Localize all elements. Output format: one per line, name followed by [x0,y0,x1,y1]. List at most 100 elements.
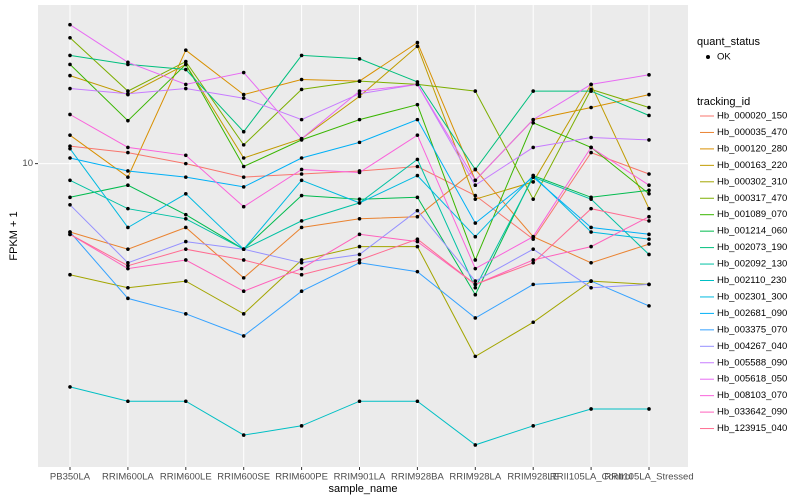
point [357,170,362,175]
point [241,129,246,134]
point [184,67,188,72]
point [184,258,188,262]
point [241,143,246,147]
point [299,193,304,198]
point [589,82,593,87]
point [241,289,246,293]
point [589,279,593,283]
point [299,77,304,82]
point [415,173,420,178]
point [415,40,420,45]
point [531,197,535,201]
point [473,266,478,271]
point [647,214,651,219]
point [357,57,362,61]
point [647,92,651,97]
point [299,167,304,172]
point [531,180,535,184]
point [589,260,593,265]
point [415,44,420,49]
point [184,217,188,221]
point [415,195,420,200]
point [473,167,478,172]
point [647,73,651,77]
point [241,185,246,189]
point [241,276,246,280]
point [68,35,72,40]
point [531,121,535,125]
point [184,86,188,91]
x-tick-label: RRIM928LA [449,472,501,483]
point [184,161,188,166]
point [415,133,420,137]
point [241,96,246,100]
point [415,244,420,249]
point [299,225,304,230]
point [473,258,478,262]
point [357,140,362,145]
point [299,53,304,58]
point [357,260,362,265]
point [299,219,304,223]
point [184,82,188,87]
point [126,150,130,155]
point [415,117,420,122]
point [357,94,362,99]
point [647,242,651,246]
point [184,191,188,196]
point [241,156,246,160]
legend-key [706,55,710,59]
legend-label: Hb_004267_040 [717,341,787,352]
point [647,188,651,193]
point [184,175,188,179]
point [647,282,651,287]
point [68,385,72,389]
point [299,117,304,122]
point [473,234,478,239]
point [473,193,478,198]
point [126,225,130,230]
point [299,156,304,160]
x-axis-title: sample_name [328,483,397,495]
point [241,70,246,75]
x-tick-label: RRIM928BA [391,472,444,483]
point [647,232,651,237]
point [415,399,420,404]
point [126,266,130,271]
point [647,183,651,188]
point [241,247,246,251]
point [299,136,304,141]
point [531,234,535,239]
point [126,260,130,265]
x-tick-label: RRIM928LE [507,472,559,483]
x-tick-label: RRII105LA_Control [550,472,632,483]
point [126,118,130,123]
point [531,424,535,428]
legend-label: Hb_002301_300 [717,291,787,302]
point [357,244,362,249]
x-tick-label: RRIM600PE [275,472,328,483]
point [589,145,593,150]
point [68,202,72,207]
legend-label: Hb_033642_090 [717,407,787,418]
point [357,252,362,257]
point [647,191,651,196]
point [126,145,130,150]
panel [38,5,688,467]
point [241,164,246,169]
point [68,53,72,58]
legend-label: Hb_002092_130 [717,259,787,270]
point [241,204,246,209]
point [589,244,593,249]
point [68,195,72,200]
point [126,183,130,188]
point [473,443,478,447]
point [184,247,188,251]
point [299,178,304,183]
point [241,258,246,262]
x-tick-label: RRIM600SE [217,472,270,483]
point [184,153,188,158]
point [531,260,535,265]
point [126,60,130,65]
